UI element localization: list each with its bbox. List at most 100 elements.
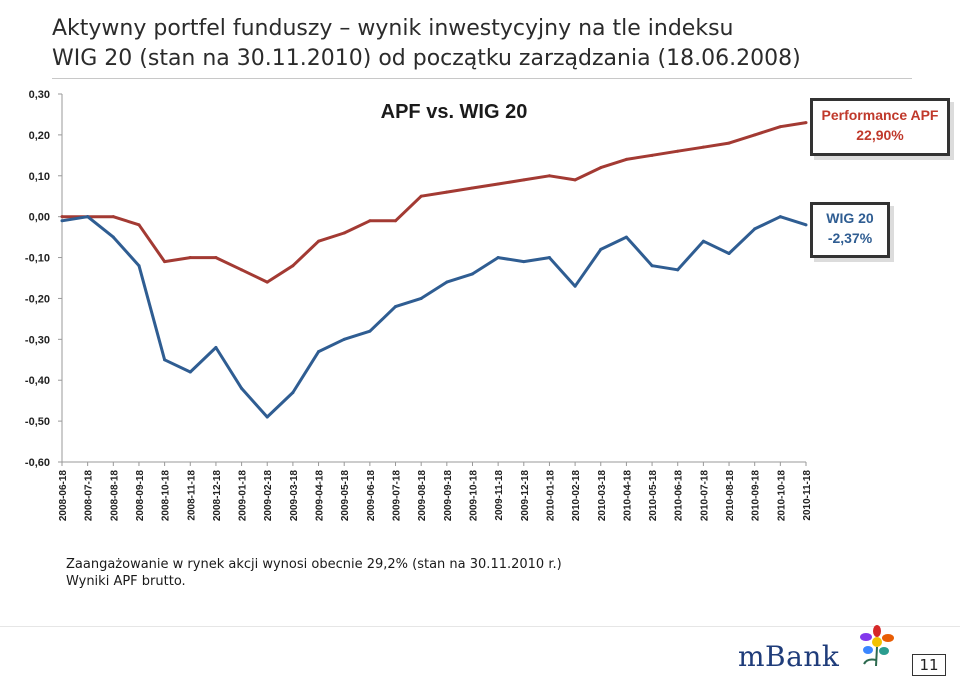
x-tick-label: 2009-10-18 <box>468 470 479 522</box>
wig20-data-point <box>419 296 423 300</box>
apf-data-point <box>419 194 423 198</box>
x-tick-label: 2009-04-18 <box>315 470 326 522</box>
wig20-data-point <box>137 264 141 268</box>
x-tick-label: 2010-01-18 <box>545 470 556 522</box>
apf-data-point <box>650 153 654 157</box>
wig20-data-point <box>522 260 526 264</box>
apf-data-point <box>368 219 372 223</box>
x-tick-label: 2008-10-18 <box>161 470 172 522</box>
x-tick-label: 2010-04-18 <box>622 470 633 522</box>
apf-data-point <box>573 178 577 182</box>
wig20-data-point <box>214 346 218 350</box>
chart-labels: 0,30 0,20 0,10 0,00 -0,10 -0,20 -0,30 -0,40 -0,5… <box>25 89 813 521</box>
apf-data-point <box>394 219 398 223</box>
y-tick-label: -0,10 <box>25 253 50 265</box>
apf-series-line <box>62 121 807 284</box>
x-tick-label: 2009-06-18 <box>366 470 377 522</box>
x-tick-label: 2009-09-18 <box>443 470 454 522</box>
x-tick-label: 2010-03-18 <box>597 470 608 522</box>
wig20-data-point <box>470 272 474 276</box>
x-tick-label: 2009-11-18 <box>494 470 505 521</box>
title-line-1: Aktywny portfel funduszy – wynik inwesty… <box>52 16 734 41</box>
x-tick-label: 2008-11-18 <box>186 470 197 521</box>
chart-axes <box>58 93 807 466</box>
chart-series <box>60 121 808 419</box>
wig20-data-point <box>317 350 321 354</box>
wig-badge-label: WIG 20 <box>826 210 874 226</box>
y-tick-label: -0,60 <box>25 457 50 469</box>
apf-data-point <box>701 145 705 149</box>
apf-data-point <box>60 215 64 219</box>
y-tick-label: -0,40 <box>25 375 50 387</box>
apf-data-point <box>804 121 808 125</box>
wig20-data-point <box>445 280 449 284</box>
x-tick-label: 2010-05-18 <box>648 470 659 522</box>
apf-data-point <box>188 256 192 260</box>
x-tick-label: 2010-11-18 <box>802 470 813 521</box>
apf-data-point <box>317 239 321 243</box>
apf-data-point <box>214 256 218 260</box>
wig20-data-point <box>368 329 372 333</box>
x-tick-label: 2008-09-18 <box>135 470 146 522</box>
x-tick-label: 2009-12-18 <box>520 470 531 522</box>
wig20-data-point <box>111 235 115 239</box>
apf-badge-value: 22,90% <box>856 127 904 143</box>
chart-title: APF vs. WIG 20 <box>381 101 528 123</box>
wig-badge-value: -2,37% <box>827 230 873 246</box>
apf-data-point <box>470 186 474 190</box>
apf-data-point <box>137 223 141 227</box>
x-tick-label: 2008-06-18 <box>58 470 69 522</box>
x-tick-label: 2010-10-18 <box>776 470 787 522</box>
wig20-data-point <box>240 386 244 390</box>
wig20-data-point <box>291 390 295 394</box>
gross-results-note: Wyniki APF brutto. <box>66 574 186 589</box>
apf-data-point <box>676 149 680 153</box>
wig20-data-point <box>573 284 577 288</box>
x-tick-label: 2010-09-18 <box>751 470 762 522</box>
apf-data-point <box>265 280 269 284</box>
apf-data-point <box>445 190 449 194</box>
apf-data-point <box>240 268 244 272</box>
y-tick-label: 0,20 <box>29 130 50 142</box>
apf-data-point <box>163 260 167 264</box>
apf-data-point <box>778 125 782 129</box>
apf-performance-badge: Performance APF 22,90% <box>810 98 950 156</box>
footnotes: Zaangażowanie w rynek akcji wynosi obecn… <box>66 556 562 590</box>
mbank-logo: mBank <box>738 640 840 673</box>
apf-badge-label: Performance APF <box>821 107 939 123</box>
apf-data-point <box>111 215 115 219</box>
x-tick-label: 2010-07-18 <box>699 470 710 522</box>
flower-logo-icon <box>860 625 894 667</box>
x-tick-label: 2009-08-18 <box>417 470 428 522</box>
title-line-2: WIG 20 (stan na 30.11.2010) od początku … <box>52 46 801 71</box>
apf-data-point <box>547 174 551 178</box>
wig20-data-point <box>804 223 808 227</box>
title-divider <box>52 78 912 79</box>
wig20-data-point <box>265 415 269 419</box>
wig20-data-point <box>163 358 167 362</box>
slide-title: Aktywny portfel funduszy – wynik inwesty… <box>52 14 932 74</box>
footer-divider <box>0 626 960 627</box>
wig20-data-point <box>496 256 500 260</box>
wig20-series-line <box>61 215 807 419</box>
y-tick-label: -0,20 <box>25 293 50 305</box>
x-tick-label: 2009-03-18 <box>289 470 300 522</box>
line-chart: 0,30 0,20 0,10 0,00 -0,10 -0,20 -0,30 -0,40 -0,5… <box>25 89 813 521</box>
y-tick-label: 0,00 <box>29 212 50 224</box>
wig20-data-point <box>676 268 680 272</box>
apf-data-point <box>291 264 295 268</box>
x-tick-label: 2010-02-18 <box>571 470 582 522</box>
apf-data-point <box>342 231 346 235</box>
x-tick-label: 2009-02-18 <box>263 470 274 522</box>
wig20-data-point <box>599 247 603 251</box>
wig20-data-point <box>547 256 551 260</box>
y-tick-label: 0,30 <box>29 89 50 101</box>
wig20-data-point <box>342 337 346 341</box>
x-tick-label: 2008-08-18 <box>109 470 120 522</box>
wig20-data-point <box>86 215 90 219</box>
apf-data-point <box>522 178 526 182</box>
wig20-data-point <box>60 219 64 223</box>
wig20-data-point <box>624 235 628 239</box>
x-tick-label: 2010-06-18 <box>674 470 685 522</box>
apf-data-point <box>496 182 500 186</box>
